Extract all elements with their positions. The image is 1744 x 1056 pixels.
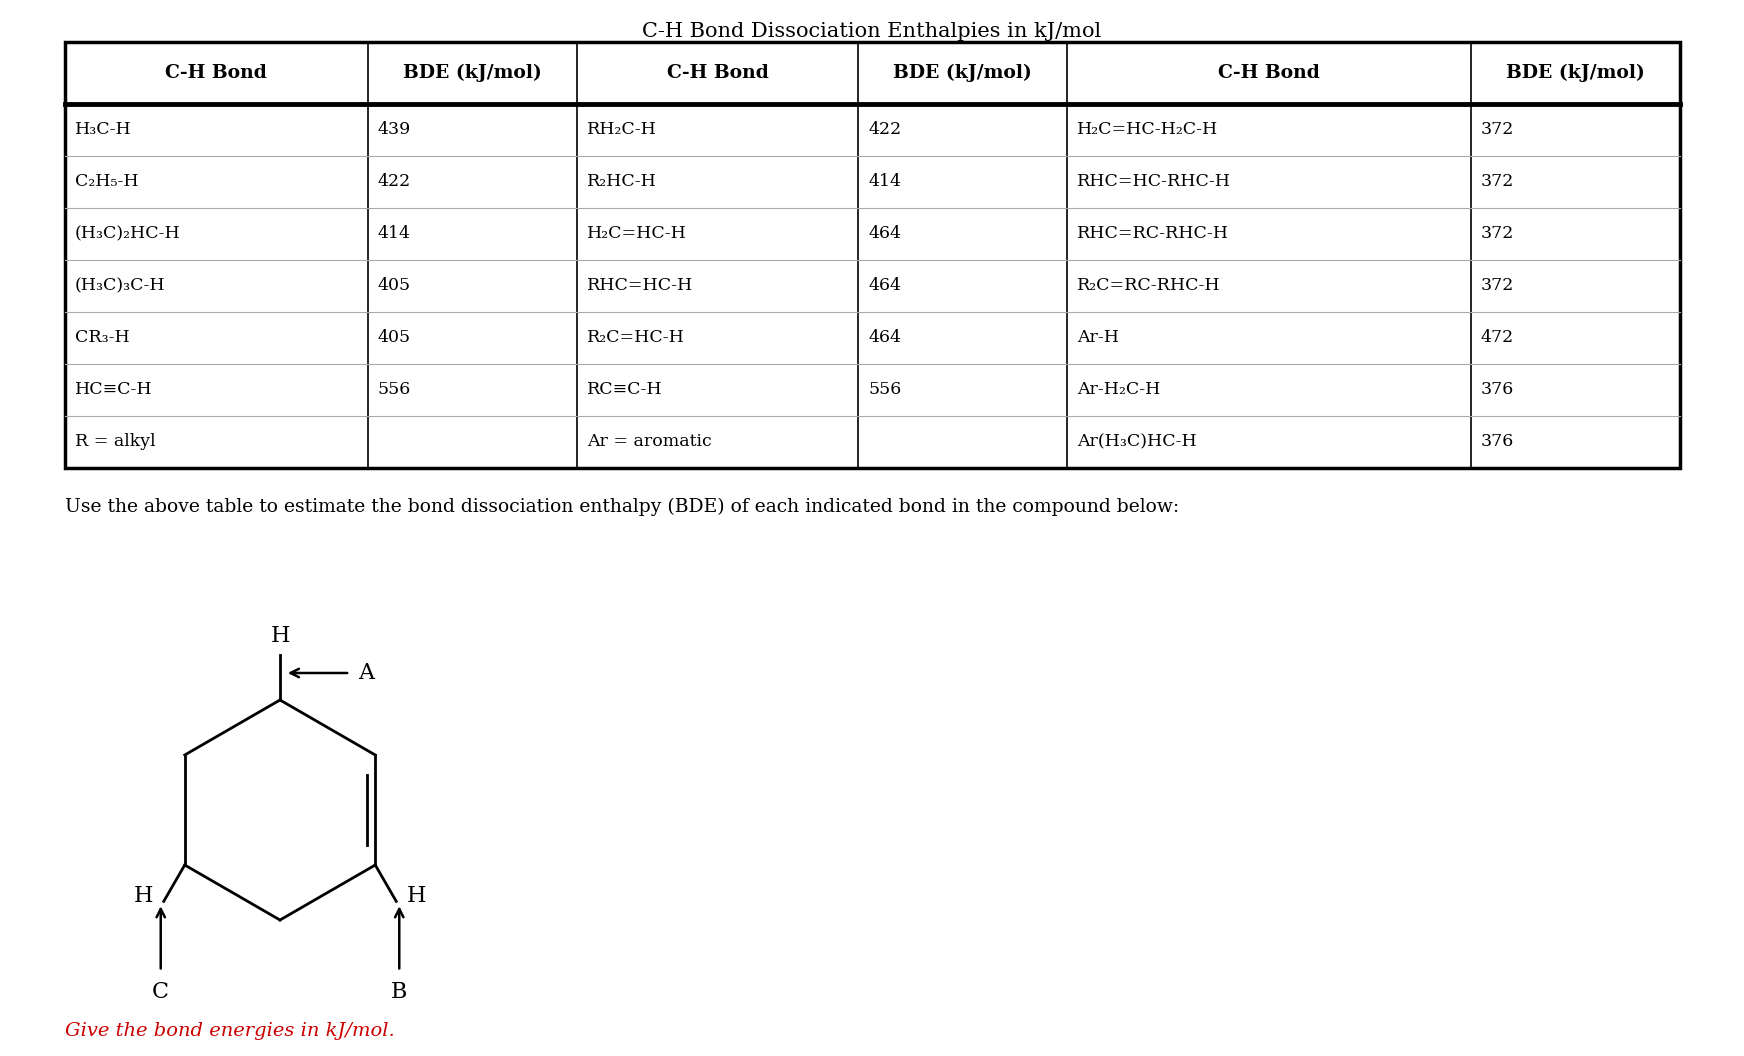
Text: H: H: [134, 885, 153, 907]
Text: Give the bond energies in kJ/mol.: Give the bond energies in kJ/mol.: [65, 1022, 394, 1040]
Text: R₂C=HC-H: R₂C=HC-H: [588, 329, 685, 346]
Text: (H₃C)₃C-H: (H₃C)₃C-H: [75, 278, 166, 295]
Text: RHC=RC-RHC-H: RHC=RC-RHC-H: [1078, 226, 1230, 243]
Text: 376: 376: [1481, 381, 1514, 398]
Text: C: C: [152, 981, 169, 1003]
Text: HC≡C-H: HC≡C-H: [75, 381, 153, 398]
Text: H₃C-H: H₃C-H: [75, 121, 133, 138]
Text: B: B: [391, 981, 408, 1003]
Text: RC≡C-H: RC≡C-H: [588, 381, 663, 398]
Text: 414: 414: [869, 173, 902, 190]
Text: Ar-H₂C-H: Ar-H₂C-H: [1078, 381, 1160, 398]
Text: 372: 372: [1481, 278, 1514, 295]
Text: Ar(H₃C)HC-H: Ar(H₃C)HC-H: [1078, 434, 1196, 451]
Text: C-H Bond: C-H Bond: [1217, 64, 1320, 82]
Text: 405: 405: [378, 278, 412, 295]
Text: BDE (kJ/mol): BDE (kJ/mol): [403, 63, 542, 82]
Text: 464: 464: [869, 278, 902, 295]
Text: 372: 372: [1481, 226, 1514, 243]
Text: 422: 422: [378, 173, 412, 190]
Text: C-H Bond: C-H Bond: [166, 64, 267, 82]
Text: R₂HC-H: R₂HC-H: [588, 173, 657, 190]
Text: H: H: [406, 885, 426, 907]
Text: 422: 422: [869, 121, 902, 138]
Text: C₂H₅-H: C₂H₅-H: [75, 173, 138, 190]
Text: R = alkyl: R = alkyl: [75, 434, 155, 451]
Text: RH₂C-H: RH₂C-H: [588, 121, 657, 138]
Text: Ar = aromatic: Ar = aromatic: [588, 434, 712, 451]
Text: 472: 472: [1481, 329, 1514, 346]
Text: H: H: [270, 625, 290, 647]
Text: R₂C=RC-RHC-H: R₂C=RC-RHC-H: [1078, 278, 1221, 295]
Text: 376: 376: [1481, 434, 1514, 451]
Text: CR₃-H: CR₃-H: [75, 329, 129, 346]
Text: Ar-H: Ar-H: [1078, 329, 1120, 346]
Text: BDE (kJ/mol): BDE (kJ/mol): [893, 63, 1032, 82]
Text: H₂C=HC-H: H₂C=HC-H: [588, 226, 687, 243]
Text: Use the above table to estimate the bond dissociation enthalpy (BDE) of each ind: Use the above table to estimate the bond…: [65, 498, 1179, 516]
Text: (H₃C)₂HC-H: (H₃C)₂HC-H: [75, 226, 181, 243]
Text: C-H Bond: C-H Bond: [666, 64, 769, 82]
Text: 372: 372: [1481, 173, 1514, 190]
Text: 372: 372: [1481, 121, 1514, 138]
Text: RHC=HC-H: RHC=HC-H: [588, 278, 692, 295]
Text: C-H Bond Dissociation Enthalpies in kJ/mol: C-H Bond Dissociation Enthalpies in kJ/m…: [642, 22, 1102, 41]
Text: 414: 414: [378, 226, 412, 243]
Text: H₂C=HC-H₂C-H: H₂C=HC-H₂C-H: [1078, 121, 1219, 138]
Bar: [65, 42, 1679, 468]
Text: 556: 556: [869, 381, 902, 398]
Text: BDE (kJ/mol): BDE (kJ/mol): [1507, 63, 1645, 82]
Text: RHC=HC-RHC-H: RHC=HC-RHC-H: [1078, 173, 1231, 190]
Text: 464: 464: [869, 226, 902, 243]
Text: A: A: [358, 662, 373, 684]
Text: 405: 405: [378, 329, 412, 346]
Text: 556: 556: [378, 381, 412, 398]
Text: 464: 464: [869, 329, 902, 346]
Text: 439: 439: [378, 121, 412, 138]
